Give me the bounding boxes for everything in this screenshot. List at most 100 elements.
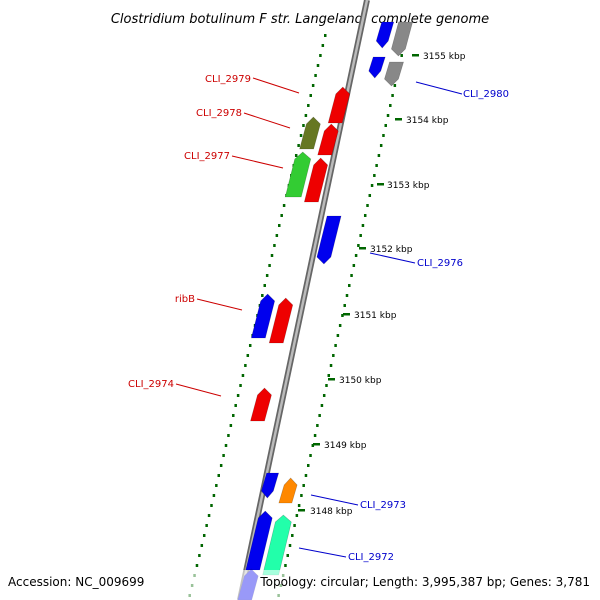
ring-dot — [297, 144, 300, 147]
gene-feature-cli-2972[interactable] — [262, 514, 292, 576]
ring-dot — [278, 224, 281, 227]
gene-label-cli-2974[interactable]: CLI_2974 — [128, 379, 174, 390]
ring-dot — [275, 234, 279, 237]
ring-dot — [291, 534, 294, 537]
ring-dot — [236, 394, 240, 397]
ring-dot — [334, 344, 337, 347]
ring-dot — [382, 134, 385, 137]
ring-dot — [332, 354, 335, 357]
gene-label-cli-2973[interactable]: CLI_2973 — [360, 500, 406, 511]
ring-dot — [311, 444, 315, 447]
ring-dot — [320, 404, 324, 407]
gene-label-cli-2980[interactable]: CLI_2980 — [463, 89, 509, 100]
ring-dot — [207, 514, 211, 517]
gene-label-cli-2972[interactable]: CLI_2972 — [348, 552, 394, 563]
kbp-tick — [412, 54, 419, 57]
tick-label-3152: 3152 kbp — [370, 245, 413, 255]
ring-dot — [379, 144, 383, 147]
label-leader-line — [252, 77, 300, 94]
gene-feature-ribb[interactable] — [268, 297, 294, 344]
gene-feature-cli-2976[interactable] — [316, 215, 342, 265]
ring-dot — [210, 504, 213, 507]
accession-text: Accession: NC_009699 — [8, 575, 144, 589]
tick-label-3155: 3155 kbp — [423, 52, 466, 62]
gene-feature-cli-2978-red[interactable] — [317, 123, 339, 156]
ring-dot — [318, 414, 321, 417]
kbp-tick — [359, 247, 366, 250]
ring-dot — [324, 34, 327, 37]
ring-dot — [200, 544, 204, 547]
map-title: Clostridium botulinum F str. Langeland, … — [111, 12, 489, 27]
gene-feature-cli-2973[interactable] — [278, 477, 298, 504]
gene-feature-cli-2980-region[interactable] — [391, 21, 413, 57]
gene-label-cli-2979[interactable]: CLI_2979 — [205, 74, 251, 85]
ring-dot — [302, 124, 305, 127]
gene-feature-cli-2980[interactable] — [368, 56, 386, 79]
ring-dot — [239, 384, 242, 387]
ring-dot — [309, 454, 312, 457]
ring-dot — [282, 204, 286, 207]
ring-dot — [306, 464, 310, 467]
gene-feature-ribb-blue[interactable] — [250, 293, 275, 339]
gene-label-cli-2976[interactable]: CLI_2976 — [417, 258, 463, 269]
label-leaders — [175, 77, 463, 558]
ring-dot — [244, 364, 247, 367]
ring-dot — [327, 374, 331, 377]
ring-dot — [299, 134, 303, 137]
gene-feature-cli-2973-blue[interactable] — [261, 472, 280, 499]
gene-feature-forward[interactable] — [375, 21, 395, 49]
ring-dot — [307, 104, 310, 107]
ring-dot — [338, 324, 342, 327]
ring-dot — [350, 274, 353, 277]
ring-dot — [363, 214, 367, 217]
tick-label-3151: 3151 kbp — [354, 311, 397, 321]
ring-dot — [297, 504, 301, 507]
label-leader-line — [415, 81, 463, 95]
kbp-tick — [298, 509, 305, 512]
ring-dot — [268, 264, 271, 267]
ring-dot — [293, 524, 296, 527]
ring-dot — [241, 374, 245, 377]
ring-dot — [295, 514, 299, 517]
ring-dot — [205, 524, 208, 527]
gene-feature-cli-2977-red[interactable] — [303, 157, 328, 203]
ring-dot — [314, 74, 317, 77]
gene-label-cli-2977[interactable]: CLI_2977 — [184, 151, 230, 162]
ring-dot — [265, 274, 269, 277]
label-leader-line — [298, 547, 347, 558]
ring-dot — [377, 154, 381, 157]
gene-feature-cli-2980-gray[interactable] — [384, 61, 404, 87]
label-leader-line — [369, 252, 416, 264]
ring-dot — [219, 464, 223, 467]
ring-dot — [286, 554, 289, 557]
ring-dot — [202, 534, 206, 537]
label-leader-line — [310, 494, 359, 506]
gene-label-cli-2978[interactable]: CLI_2978 — [196, 108, 242, 119]
ring-dot — [329, 364, 333, 367]
ring-dot — [313, 434, 317, 437]
label-leader-line — [243, 112, 291, 129]
gene-feature-cli-2979[interactable] — [327, 86, 351, 124]
ring-dot — [316, 424, 319, 427]
gene-feature-cli-2978[interactable] — [299, 116, 321, 150]
ring-dot — [352, 264, 356, 267]
ring-dot — [311, 84, 315, 87]
ring-dot — [370, 184, 374, 187]
ring-dot — [246, 354, 250, 357]
tick-label-3149: 3149 kbp — [324, 441, 367, 451]
ring-dot — [391, 94, 394, 97]
label-leader-line — [196, 298, 243, 311]
gene-label-ribb[interactable]: ribB — [175, 294, 195, 305]
gene-feature-cli-2974[interactable] — [250, 387, 272, 422]
gene-feature-cli-2977[interactable] — [284, 151, 312, 198]
gene-feature-cli-2972-blue[interactable] — [245, 510, 273, 571]
ring-dot — [261, 294, 264, 297]
ring-dot — [280, 214, 283, 217]
footer-backdrop — [0, 570, 600, 600]
ring-dot — [384, 124, 387, 127]
ring-dot — [357, 244, 360, 247]
ring-dot — [270, 254, 274, 257]
ring-dot — [348, 284, 351, 287]
ring-dot — [248, 344, 252, 347]
ring-dot — [393, 84, 397, 87]
